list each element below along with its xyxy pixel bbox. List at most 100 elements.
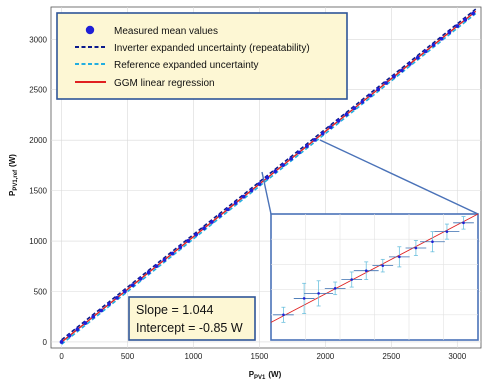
- data-point: [107, 302, 111, 307]
- data-point: [328, 125, 333, 130]
- gridlines: [51, 7, 481, 348]
- inset-data-point: [317, 292, 320, 295]
- legend-box: [56, 12, 348, 100]
- y-tick-label: 1000: [29, 237, 47, 246]
- x-tick-label: 500: [121, 352, 135, 361]
- inset-data-point: [282, 313, 285, 317]
- y-tick-label: 3000: [29, 35, 47, 44]
- data-point: [91, 314, 96, 319]
- data-point: [384, 81, 388, 85]
- data-point: [297, 150, 301, 155]
- data-point: [463, 17, 468, 22]
- data-point: [399, 68, 404, 73]
- data-point: [257, 182, 262, 186]
- data-point: [170, 251, 175, 256]
- x-axis-title-sub: PV1: [254, 375, 266, 381]
- data-point: [83, 321, 88, 325]
- tick-labels: 0 500 1000 1500 2000 2500 3000 0 500 1000 1500 2000…: [29, 35, 467, 361]
- legend-marker-measured: [85, 25, 95, 35]
- data-point: [59, 340, 64, 344]
- y-tick-label: 2500: [29, 86, 47, 95]
- legend-label-reference: Reference expanded uncertainty: [114, 60, 259, 71]
- data-point: [210, 220, 214, 224]
- data-point: [115, 295, 119, 300]
- zoom-inset: [270, 213, 479, 341]
- y-axis-title: PPV1,ref (W): [8, 154, 19, 196]
- x-tick-label: 2500: [382, 352, 400, 361]
- y-tick-label: 0: [43, 338, 48, 347]
- x-tick-label: 2000: [316, 352, 334, 361]
- data-point: [273, 169, 278, 174]
- data-point: [186, 239, 191, 243]
- data-point: [75, 327, 80, 332]
- y-axis-title-main: P: [8, 190, 17, 196]
- data-point: [146, 270, 151, 275]
- data-point: [336, 119, 341, 123]
- data-point: [447, 30, 452, 35]
- zoom-connector-right: [319, 139, 479, 215]
- data-point: [455, 24, 460, 28]
- data-point: [99, 308, 104, 313]
- data-point: [249, 188, 254, 193]
- y-axis-title-unit: (W): [8, 154, 17, 167]
- y-tick-label: 2000: [29, 136, 47, 145]
- legend-label-measured: Measured mean values: [114, 26, 218, 37]
- x-tick-label: 1500: [251, 352, 269, 361]
- data-point: [471, 11, 475, 16]
- x-axis-title-main: P: [249, 370, 255, 379]
- data-point: [281, 163, 286, 167]
- inset-data-point: [462, 221, 465, 225]
- data-point: [431, 43, 436, 47]
- inset-gridlines: [271, 214, 478, 340]
- data-point: [241, 194, 246, 199]
- data-point: [360, 100, 365, 104]
- x-tick-label: 1000: [185, 352, 203, 361]
- data-point: [202, 226, 206, 231]
- y-tick-label: 1500: [29, 187, 47, 196]
- data-point: [392, 74, 396, 79]
- data-point: [407, 62, 412, 66]
- inset-data-point: [431, 240, 434, 244]
- slope-text: Slope = 1.044: [136, 303, 214, 317]
- inset-data-points: [273, 216, 474, 323]
- data-point: [368, 93, 373, 98]
- inverter-uncertainty-band: [61, 8, 477, 341]
- inset-data-point: [445, 230, 449, 233]
- data-point: [289, 156, 293, 161]
- data-point: [138, 276, 143, 281]
- data-point: [344, 112, 349, 117]
- x-tick-label: 3000: [448, 352, 466, 361]
- data-point: [376, 87, 381, 92]
- data-points: [59, 11, 475, 344]
- data-point: [312, 137, 317, 142]
- inset-data-point: [398, 255, 401, 259]
- x-axis-title: PPV1 (W): [249, 370, 282, 381]
- y-tick-label: 500: [34, 288, 48, 297]
- reference-uncertainty-band: [61, 12, 477, 345]
- data-point: [178, 245, 183, 250]
- x-tick-label: 0: [59, 352, 64, 361]
- inset-data-point: [364, 269, 368, 273]
- intercept-text: Intercept = -0.85 W: [136, 321, 243, 335]
- data-point: [217, 213, 222, 218]
- data-point: [67, 333, 72, 338]
- data-point: [439, 36, 444, 41]
- data-point: [320, 131, 325, 136]
- inset-data-point: [381, 264, 385, 267]
- data-point: [423, 49, 428, 54]
- data-point: [194, 232, 198, 237]
- inset-data-point: [414, 246, 418, 250]
- legend-label-regression: GGM linear regression: [114, 78, 215, 89]
- data-point: [130, 283, 135, 288]
- zoom-connector-left: [261, 171, 272, 215]
- annotation-box: [128, 296, 256, 341]
- inset-data-point: [302, 297, 306, 300]
- x-axis-title-unit: (W): [268, 370, 281, 379]
- data-point: [304, 144, 309, 149]
- data-point: [154, 264, 159, 269]
- data-point: [233, 201, 238, 205]
- data-point: [415, 55, 420, 60]
- data-point: [265, 175, 270, 180]
- data-point: [352, 106, 357, 111]
